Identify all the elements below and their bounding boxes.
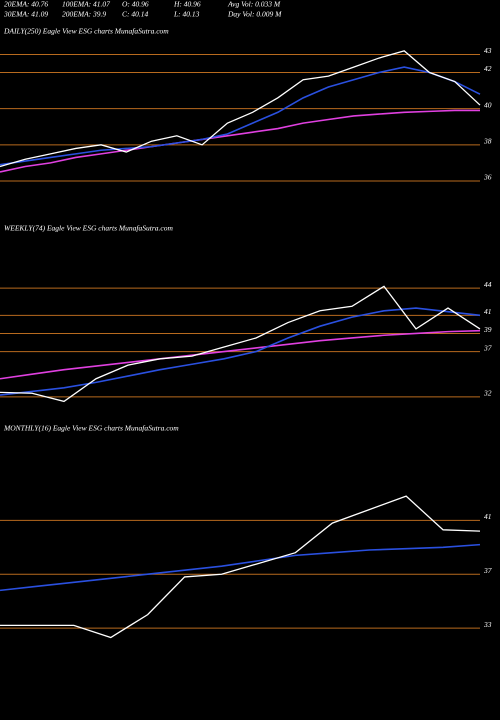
header-stat: L: 40.13 <box>173 10 200 19</box>
header-stat: 20EMA: 40.76 <box>4 0 48 9</box>
y-tick-label: 41 <box>484 307 492 316</box>
y-tick-label: 39 <box>483 325 492 334</box>
series-line <box>0 543 481 592</box>
series-line <box>0 109 480 173</box>
y-tick-label: 32 <box>483 389 492 398</box>
header-stat: O: 40.96 <box>122 0 149 9</box>
y-tick-label: 43 <box>484 46 492 55</box>
panel-title: WEEKLY(74) Eagle View ESG charts MunafaS… <box>4 224 173 233</box>
y-tick-label: 44 <box>484 280 492 289</box>
series-line <box>0 307 481 396</box>
y-tick-label: 37 <box>483 343 492 352</box>
series-line <box>0 329 481 380</box>
header-stat: 200EMA: 39.9 <box>62 10 106 19</box>
header-stat: 30EMA: 41.09 <box>3 10 48 19</box>
header-stat: 100EMA: 41.07 <box>62 0 110 9</box>
series-line <box>0 50 481 168</box>
y-tick-label: 38 <box>483 137 492 146</box>
y-tick-label: 41 <box>484 512 492 521</box>
panel-title: MONTHLY(16) Eagle View ESG charts Munafa… <box>3 424 179 433</box>
y-tick-label: 37 <box>483 566 492 575</box>
header-stat: Avg Vol: 0.033 M <box>227 0 281 9</box>
header-stat: C: 40.14 <box>122 10 149 19</box>
panel-title: DAILY(250) Eagle View ESG charts MunafaS… <box>3 27 169 36</box>
y-tick-label: 40 <box>484 100 492 109</box>
series-line <box>0 495 481 639</box>
y-tick-label: 33 <box>483 620 492 629</box>
header-stat: H: 40.96 <box>173 0 201 9</box>
series-line <box>0 285 481 403</box>
series-line <box>0 66 481 166</box>
y-tick-label: 36 <box>483 173 492 182</box>
y-tick-label: 42 <box>484 64 492 73</box>
header-stat: Day Vol: 0.009 M <box>227 10 282 19</box>
